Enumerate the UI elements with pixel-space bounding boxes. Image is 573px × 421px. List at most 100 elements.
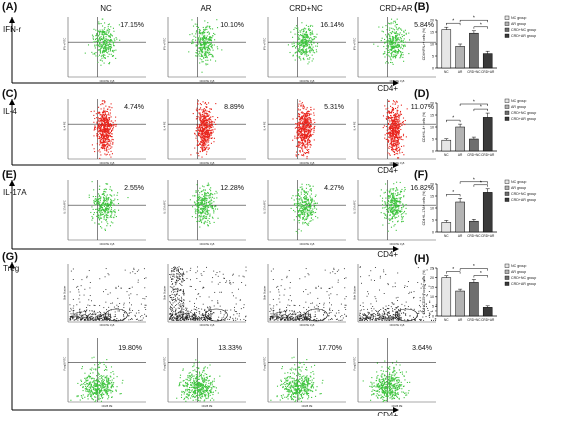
event-dot [100,121,101,122]
event-dot [108,113,109,114]
event-dot [103,319,104,320]
event-dot [104,63,105,64]
event-dot [389,52,390,53]
event-dot [386,209,387,210]
event-dot [212,116,213,117]
event-dot [311,135,312,136]
event-dot [202,212,203,213]
event-dot [306,206,307,207]
event-dot [73,299,74,300]
event-dot [304,196,305,197]
event-dot [315,196,316,197]
event-dot [216,192,217,193]
event-dot [390,57,391,58]
event-dot [106,141,107,142]
event-dot [104,27,105,28]
event-dot [313,203,314,204]
event-dot [195,202,196,203]
event-dot [196,56,197,57]
event-dot [96,199,97,200]
event-dot [389,41,390,42]
event-dot [145,307,146,308]
event-dot [403,42,404,43]
event-dot [300,198,301,199]
event-dot [205,127,206,128]
event-dot [388,41,389,42]
event-dot [384,125,385,126]
event-dot [310,125,311,126]
event-dot [386,126,387,127]
event-dot [110,314,111,315]
event-dot [93,196,94,197]
event-dot [85,313,86,314]
event-dot [386,61,387,62]
event-dot [315,195,316,196]
event-dot [98,214,99,215]
event-dot [201,197,202,198]
event-dot [199,41,200,42]
event-dot [87,316,88,317]
event-dot [205,29,206,30]
event-dot [204,217,205,218]
event-dot [96,44,97,45]
event-dot [115,212,116,213]
event-dot [201,130,202,131]
event-dot [99,305,100,306]
event-dot [102,134,103,135]
event-dot [393,51,394,52]
event-dot [209,114,210,115]
event-dot [394,44,395,45]
event-dot [114,50,115,51]
event-dot [383,54,384,55]
event-dot [200,209,201,210]
event-dot [301,139,302,140]
event-dot [310,197,311,198]
event-dot [390,155,391,156]
event-dot [308,61,309,62]
event-dot [306,152,307,153]
event-dot [209,201,210,202]
event-dot [397,157,398,158]
event-dot [206,142,207,143]
event-dot [398,209,399,210]
event-dot [110,44,111,45]
event-dot [309,189,310,190]
event-dot [306,119,307,120]
event-dot [102,142,103,143]
event-dot [390,210,391,211]
event-dot [200,53,201,54]
event-dot [302,36,303,37]
event-dot [104,111,105,112]
event-dot [101,56,102,57]
event-dot [214,138,215,139]
event-dot [391,42,392,43]
event-dot [103,147,104,148]
event-dot [104,126,105,127]
event-dot [202,119,203,120]
event-dot [77,312,78,313]
quadrant-percent: 5.31% [324,104,344,111]
event-dot [132,310,133,311]
event-dot [386,205,387,206]
event-dot [92,318,93,319]
event-dot [137,294,138,295]
event-dot [104,219,105,220]
event-dot [397,201,398,202]
event-dot [138,320,139,321]
event-dot [101,117,102,118]
event-dot [310,213,311,214]
event-dot [116,39,117,40]
event-dot [299,101,300,102]
event-dot [314,206,315,207]
event-dot [385,192,386,193]
event-dot [400,111,401,112]
event-dot [206,64,207,65]
panel-letter: (B) [414,1,430,13]
event-dot [206,205,207,206]
event-dot [307,150,308,151]
event-dot [214,193,215,194]
event-dot [205,110,206,111]
event-dot [107,144,108,145]
event-dot [401,216,402,217]
